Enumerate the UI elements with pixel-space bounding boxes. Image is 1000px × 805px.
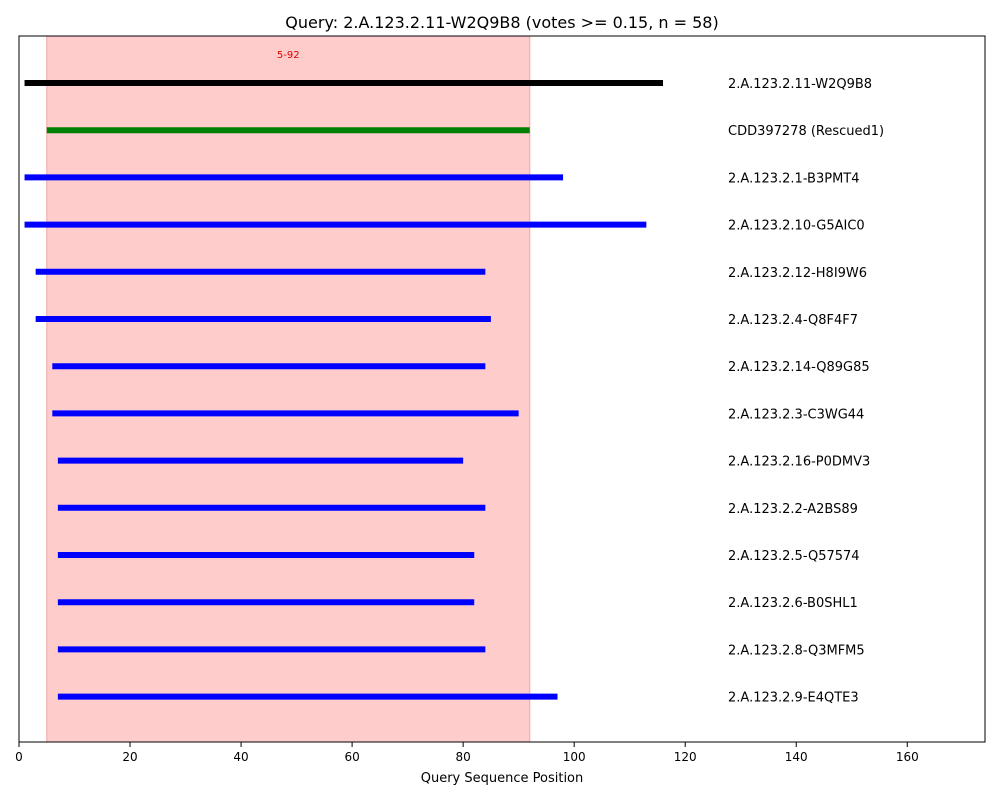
plot-frame bbox=[18, 35, 986, 743]
x-tick-label: 20 bbox=[122, 750, 137, 764]
segment-label: 2.A.123.2.10-G5AIC0 bbox=[728, 219, 865, 234]
segment-label: 2.A.123.2.1-B3PMT4 bbox=[728, 171, 860, 186]
highlight-region bbox=[46, 35, 531, 743]
x-tick-label: 60 bbox=[344, 750, 359, 764]
segment-label: 2.A.123.2.9-E4QTE3 bbox=[728, 691, 859, 706]
segment-label: 2.A.123.2.4-Q8F4F7 bbox=[728, 313, 858, 328]
x-tick-label: 140 bbox=[785, 750, 808, 764]
segment-label: 2.A.123.2.16-P0DMV3 bbox=[728, 455, 870, 470]
segment-label: 2.A.123.2.3-C3WG44 bbox=[728, 407, 864, 422]
segment-label: 2.A.123.2.14-Q89G85 bbox=[728, 360, 870, 375]
segment-label: 2.A.123.2.8-Q3MFM5 bbox=[728, 643, 865, 658]
x-tick-label: 80 bbox=[455, 750, 470, 764]
chart-title: Query: 2.A.123.2.11-W2Q9B8 (votes >= 0.1… bbox=[285, 13, 718, 32]
x-axis-label: Query Sequence Position bbox=[421, 771, 584, 786]
x-tick-label: 40 bbox=[233, 750, 248, 764]
segment-label: 2.A.123.2.11-W2Q9B8 bbox=[728, 77, 872, 92]
segment-label: CDD397278 (Rescued1) bbox=[728, 124, 884, 139]
segment-label: 2.A.123.2.12-H8I9W6 bbox=[728, 266, 867, 281]
segment-label: 2.A.123.2.5-Q57574 bbox=[728, 549, 860, 564]
x-tick-label: 160 bbox=[896, 750, 919, 764]
highlight-label: 5-92 bbox=[277, 50, 300, 61]
x-tick-label: 0 bbox=[15, 750, 23, 764]
segment-label: 2.A.123.2.6-B0SHL1 bbox=[728, 596, 858, 611]
segment-label: 2.A.123.2.2-A2BS89 bbox=[728, 502, 858, 517]
x-tick-label: 120 bbox=[674, 750, 697, 764]
x-tick-label: 100 bbox=[563, 750, 586, 764]
